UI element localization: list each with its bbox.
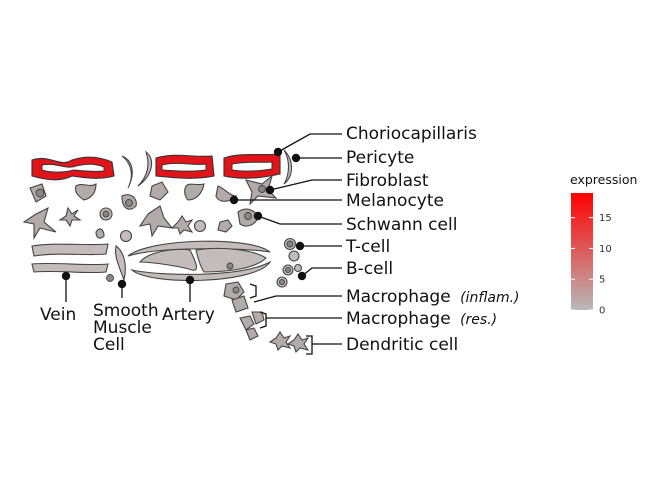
label-smooth-muscle-2: Muscle (93, 318, 152, 338)
label-macrophage-res-name: Macrophage (346, 309, 451, 329)
legend-title: expression (570, 172, 637, 187)
smooth-muscle-cell (106, 245, 126, 283)
legend-tick-label: 15 (599, 213, 612, 224)
label-schwann-cell: Schwann cell (346, 215, 457, 235)
label-fibroblast: Fibroblast (346, 171, 429, 191)
label-choriocapillaris: Choriocapillaris (346, 124, 477, 144)
label-macrophage-inflam: Macrophage (inflam.) (346, 287, 520, 307)
cell-row-2 (22, 205, 259, 243)
immune-cells (223, 237, 310, 354)
legend-tick-label: 10 (599, 244, 612, 255)
label-smooth-muscle-3: Cell (93, 335, 125, 355)
legend-tick-label: 5 (599, 275, 605, 286)
vein-vessel (31, 243, 109, 274)
label-macrophage-res-qualifier: (res.) (460, 312, 497, 328)
label-vein: Vein (40, 305, 76, 325)
expression-legend: expression 15 10 5 0 (570, 172, 637, 317)
legend-colorbar (571, 193, 593, 310)
label-b-cell: B-cell (346, 259, 393, 279)
label-melanocyte: Melanocyte (346, 191, 444, 211)
label-macrophage-inflam-name: Macrophage (346, 287, 451, 307)
legend-tick-label: 0 (599, 306, 605, 317)
label-t-cell: T-cell (345, 237, 390, 257)
label-smooth-muscle-1: Smooth (93, 301, 159, 321)
label-macrophage-res: Macrophage (res.) (346, 309, 497, 329)
label-pericyte: Pericyte (346, 148, 414, 168)
leader-lines (65, 133, 342, 355)
artery-vessel (127, 240, 272, 282)
choriocapillaris-vessels (31, 149, 293, 189)
label-artery: Artery (162, 305, 215, 325)
bottom-labels: Vein Smooth Muscle Cell Artery (40, 301, 215, 355)
legend-ticks: 15 10 5 0 (571, 213, 612, 317)
label-macrophage-inflam-qualifier: (inflam.) (460, 290, 519, 306)
right-labels: Choriocapillaris Pericyte Fibroblast Mel… (345, 124, 520, 355)
cell-row-1 (29, 174, 278, 210)
leader-dots (61, 147, 307, 289)
label-dendritic-cell: Dendritic cell (346, 335, 458, 355)
